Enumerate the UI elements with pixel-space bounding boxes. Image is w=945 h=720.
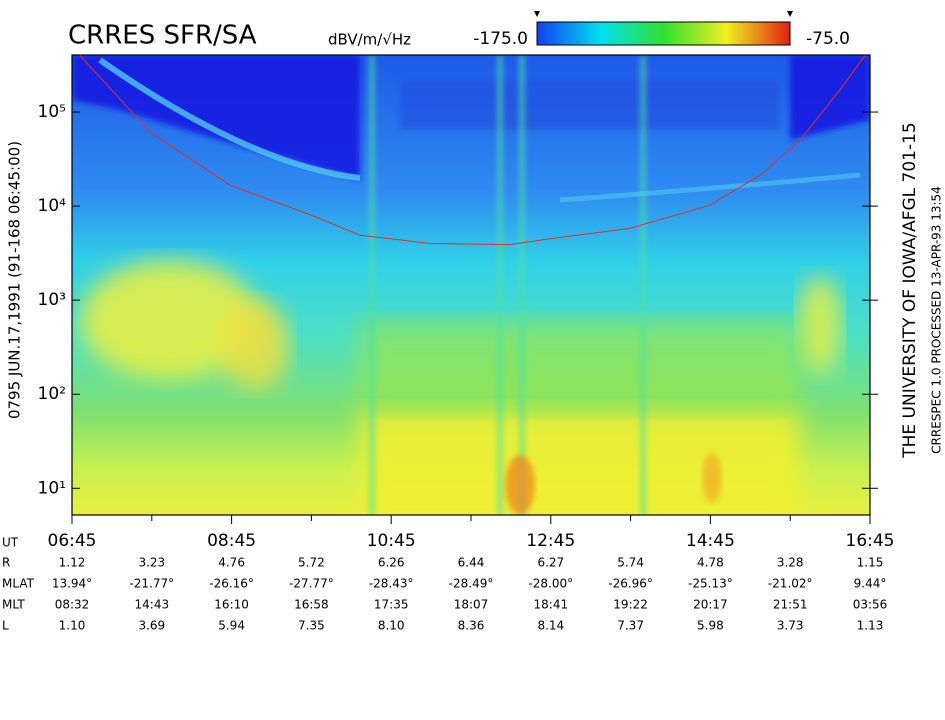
ephemeris-value: -21.02°: [768, 577, 813, 591]
ephemeris-row-label: MLT: [2, 598, 25, 612]
y-tick-label: 10¹: [38, 478, 66, 498]
ephemeris-value: -25.13°: [688, 577, 733, 591]
ephemeris-value: 16:10: [214, 598, 249, 612]
y-tick-label: 10⁴: [38, 196, 67, 216]
colorbar-marker: [534, 11, 540, 17]
ephemeris-value: 5.74: [617, 556, 644, 570]
colorbar-max: -75.0: [806, 29, 850, 49]
ephemeris-row-label: L: [2, 619, 9, 633]
colorbar-min: -175.0: [473, 29, 528, 49]
ephemeris-value: 20:17: [693, 598, 728, 612]
ephemeris-value: 3.28: [777, 556, 804, 570]
x-tick-label: 08:45: [207, 531, 256, 551]
ephemeris-value: 3.23: [138, 556, 165, 570]
ephemeris-value: -28.43°: [369, 577, 414, 591]
ephemeris-row-label: R: [2, 556, 10, 570]
ephemeris-value: 18:41: [534, 598, 569, 612]
ephemeris-value: 6.27: [537, 556, 564, 570]
ephemeris-value: 03:56: [853, 598, 888, 612]
ephemeris-value: 3.73: [777, 619, 804, 633]
ephemeris-value: 1.13: [857, 619, 884, 633]
ephemeris-value: 4.78: [697, 556, 724, 570]
cyclotron-line: [79, 55, 866, 246]
ephemeris-value: 6.44: [458, 556, 485, 570]
ephemeris-value: -28.00°: [528, 577, 573, 591]
colorbar-label: dBV/m/√Hz: [328, 31, 411, 49]
ephemeris-value: 8.10: [378, 619, 405, 633]
x-tick-label: 06:45: [48, 531, 97, 551]
x-tick-label: 12:45: [526, 531, 575, 551]
x-tick-label: 14:45: [686, 531, 735, 551]
ephemeris-value: -27.77°: [289, 577, 334, 591]
x-tick-label: 16:45: [846, 531, 895, 551]
ephemeris-value: 5.72: [298, 556, 325, 570]
y-tick-label: 10⁵: [38, 102, 66, 122]
ephemeris-value: 14:43: [135, 598, 170, 612]
x-tick-label: 10:45: [367, 531, 416, 551]
ephemeris-value: 08:32: [55, 598, 90, 612]
ephemeris-value: 8.14: [537, 619, 564, 633]
ephemeris-value: 18:07: [454, 598, 489, 612]
ephemeris-row-label: MLAT: [2, 577, 35, 591]
colorbar-marker: [787, 11, 793, 17]
title: CRRES SFR/SA: [68, 21, 257, 51]
ephemeris-value: -26.96°: [608, 577, 653, 591]
ephemeris-value: -28.49°: [449, 577, 494, 591]
ephemeris-value: 4.76: [218, 556, 245, 570]
ephemeris-value: 6.26: [378, 556, 405, 570]
ephemeris-value: -21.77°: [129, 577, 174, 591]
ephemeris-value: 9.44°: [854, 577, 887, 591]
colorbar: [536, 21, 791, 46]
ephemeris-value: 17:35: [374, 598, 409, 612]
ephemeris-value: 5.98: [697, 619, 724, 633]
ut-label: UT: [2, 536, 19, 550]
spectrogram-image: [72, 55, 870, 515]
ephemeris-value: 19:22: [613, 598, 648, 612]
ephemeris-value: 1.12: [59, 556, 86, 570]
ephemeris-value: 16:58: [294, 598, 329, 612]
y-tick-label: 10²: [38, 384, 66, 404]
ephemeris-value: 7.37: [617, 619, 644, 633]
y-tick-label: 10³: [38, 290, 66, 310]
ephemeris-value: 3.69: [138, 619, 165, 633]
right-sublabel: CRRESPEC 1.0 PROCESSED 13-APR-93 13:54: [930, 186, 944, 454]
ephemeris-value: 1.10: [59, 619, 86, 633]
ephemeris-value: 21:51: [773, 598, 808, 612]
ephemeris-value: 5.94: [218, 619, 245, 633]
ephemeris-value: 1.15: [857, 556, 884, 570]
right-label: THE UNIVERSITY OF IOWA/AFGL 701-15: [900, 122, 920, 459]
ephemeris-value: 13.94°: [52, 577, 92, 591]
ephemeris-value: 8.36: [458, 619, 485, 633]
ephemeris-value: -26.16°: [209, 577, 254, 591]
ephemeris-value: 7.35: [298, 619, 325, 633]
left-label: 0795 JUN.17,1991 (91-168 06:45:00): [6, 141, 24, 419]
